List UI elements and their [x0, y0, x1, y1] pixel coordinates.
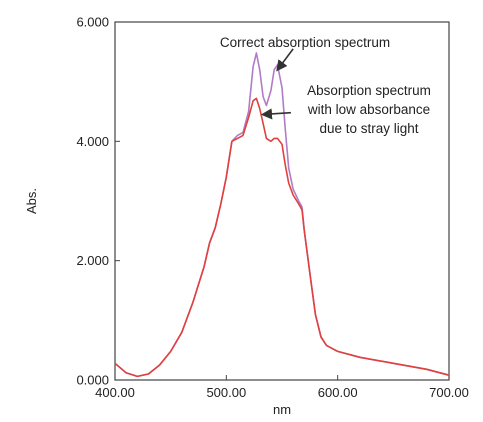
- x-tick-label: 700.00: [429, 385, 469, 400]
- annotation-text: Correct absorption spectrum: [220, 35, 390, 50]
- plot-frame: [114, 21, 450, 381]
- y-axis-title: Abs.: [24, 188, 39, 214]
- y-tick-label: 2.000: [76, 253, 109, 268]
- annotation-text: due to stray light: [319, 121, 418, 136]
- annotation-arrow: [260, 108, 291, 120]
- annotation-arrow: [276, 48, 294, 72]
- x-axis-title: nm: [273, 402, 291, 417]
- annotation-text: with low absorbance: [307, 102, 430, 117]
- x-tick-label: 600.00: [318, 385, 358, 400]
- y-tick-label: 0.000: [76, 373, 109, 388]
- x-tick-label: 400.00: [95, 385, 135, 400]
- annotations: Correct absorption spectrum Absorption sp…: [220, 35, 431, 136]
- series-line-2: [114, 97, 450, 378]
- y-tick-label: 6.000: [76, 15, 109, 30]
- annotation-text: Absorption spectrum: [307, 83, 431, 98]
- y-tick-label: 4.000: [76, 134, 109, 149]
- axis-ticks: [114, 21, 450, 381]
- axis-tick-labels: 400.00 500.00 600.00 700.00 0.000 2.000 4.000 6…: [76, 15, 468, 401]
- x-tick-label: 500.00: [206, 385, 246, 400]
- series-lines: [114, 52, 450, 378]
